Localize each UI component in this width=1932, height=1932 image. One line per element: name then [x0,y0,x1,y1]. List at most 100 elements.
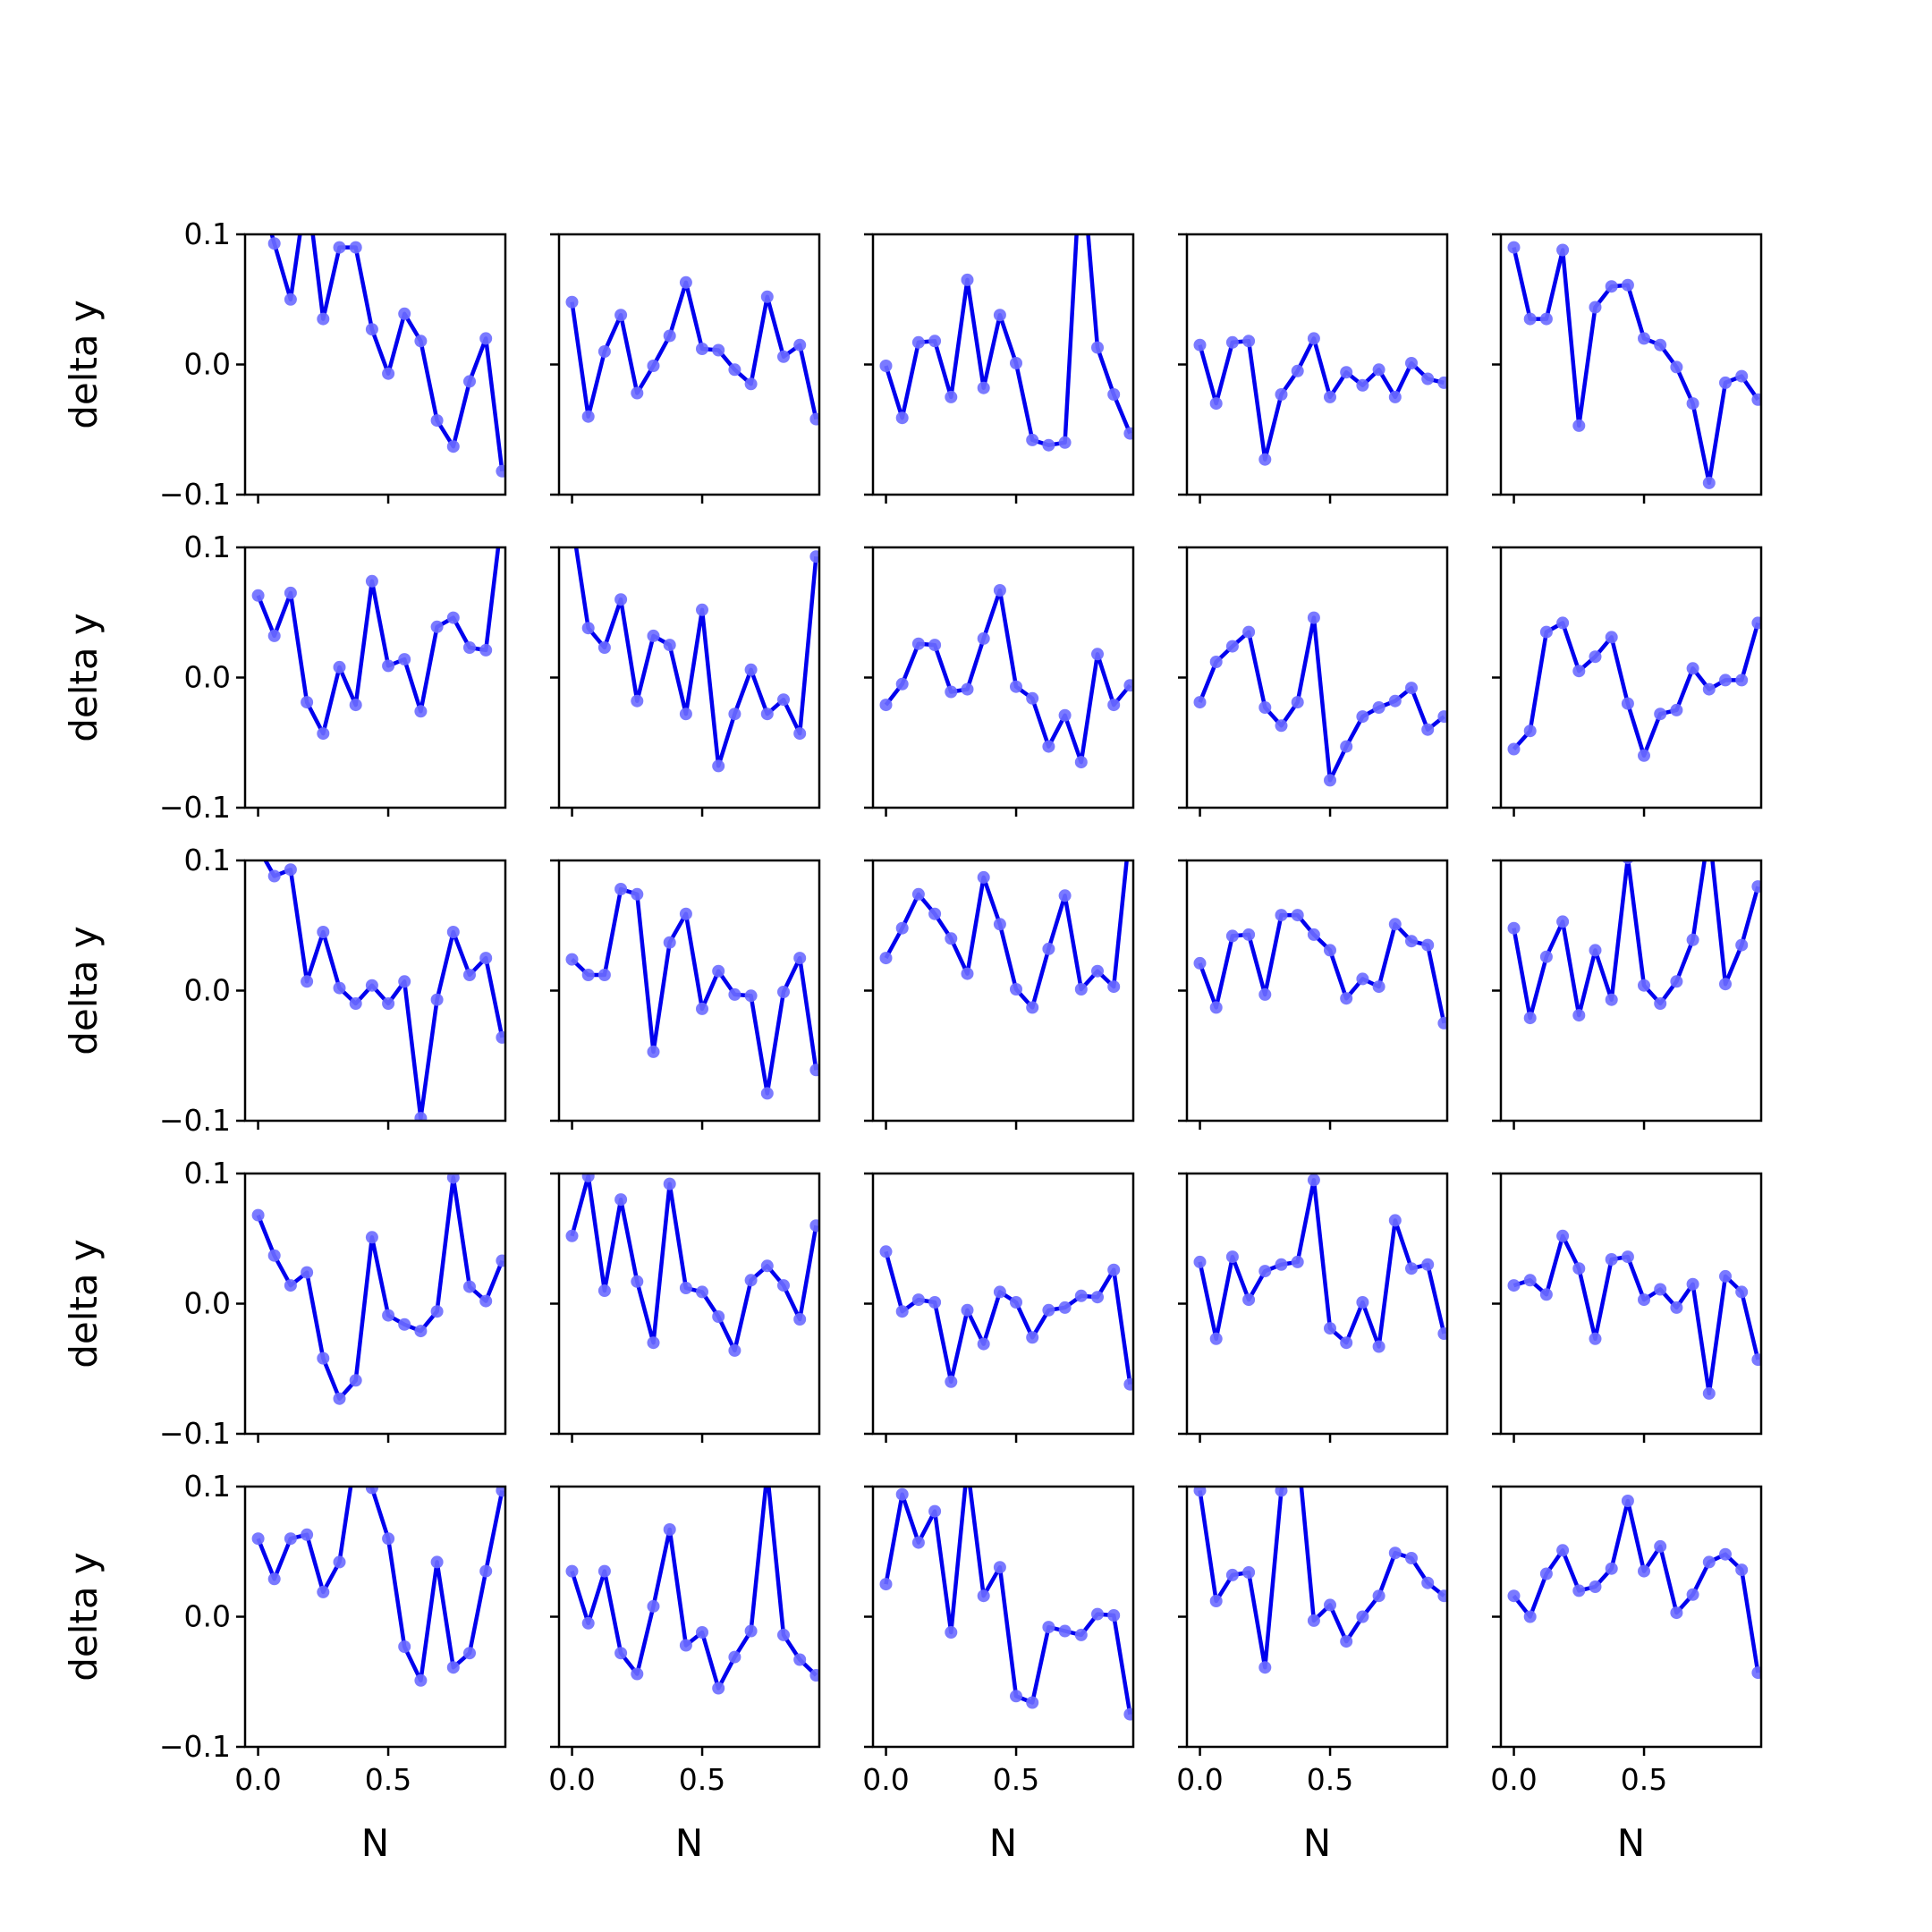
data-point [252,180,265,192]
data-point [1405,682,1418,695]
data-point [1735,938,1749,952]
data-point [809,1669,819,1682]
data-point [1589,944,1602,957]
data-point [679,708,692,721]
data-point [961,273,974,286]
data-point [809,1063,819,1077]
data-point [1751,1353,1761,1367]
data-point [1539,1567,1553,1580]
y-tick-label: 0.0 [184,347,231,382]
data-point [1091,964,1104,978]
data-point [1654,1283,1667,1296]
data-point [1010,1690,1022,1703]
data-point [879,1245,893,1258]
data-point [317,926,330,938]
data-point [777,693,790,707]
data-point [565,295,579,309]
data-point [1042,438,1055,452]
data-point [301,696,314,709]
series-line [1512,860,1760,1021]
data-point [252,842,265,854]
data-point [793,727,807,741]
y-tick-label: −0.1 [159,1103,231,1138]
y-tick-label: −0.1 [159,1729,231,1764]
data-point [365,979,378,992]
data-point [382,997,395,1010]
data-point [251,589,265,602]
data-point [398,653,411,666]
plot-area [565,883,819,1100]
data-point [1523,724,1537,738]
x-tick-label: 0.0 [862,1762,909,1797]
data-point [647,1045,660,1058]
data-point [1507,742,1521,756]
data-point [1589,301,1602,314]
data-point [1026,1696,1039,1709]
data-point [945,1626,958,1639]
series-line [1198,615,1445,783]
subplot-2-5 [1492,546,1763,817]
data-point [911,1536,925,1549]
data-point [1242,625,1256,639]
data-point [728,1650,741,1664]
data-point [1275,909,1288,922]
data-point [1209,397,1223,411]
data-point [1388,390,1402,403]
data-point [317,1352,330,1365]
data-point [446,1661,460,1674]
data-point [446,926,460,938]
data-point [496,464,505,478]
x-tick-label: 0.5 [993,1762,1039,1797]
data-point [631,887,644,901]
x-tick-label: 0.0 [1176,1762,1223,1797]
data-point [760,290,774,303]
data-point [1340,740,1353,753]
subplot-2-1: −0.1 0.0 0.1 delta y [62,530,507,825]
data-point [1702,1555,1716,1569]
data-point [1193,1255,1207,1268]
data-point [911,335,925,349]
data-point [597,1564,611,1578]
series-line [263,860,504,1121]
data-point [284,586,297,599]
data-point [430,620,444,633]
data-point [1123,679,1133,692]
data-point [1225,1568,1239,1581]
axes-frame [557,233,821,496]
data-point [1324,390,1336,403]
data-point [1209,1001,1223,1014]
data-point [1572,665,1586,678]
data-point [1605,1562,1618,1575]
data-point [712,1682,725,1695]
data-point [430,993,444,1006]
data-point [479,952,493,965]
subplot-3-2 [550,859,821,1130]
data-point [1275,1258,1288,1271]
data-point [728,708,741,721]
data-point [1242,928,1256,941]
data-point [1437,1016,1447,1030]
data-point [1437,1589,1447,1603]
data-point [1010,357,1022,369]
data-point [1010,680,1022,693]
data-point [961,967,974,980]
data-point [1572,1009,1586,1022]
data-point [251,1208,265,1222]
data-point [1751,393,1761,406]
axes-frame [557,546,821,809]
data-point [614,1193,628,1207]
data-point [712,1310,725,1323]
data-point [1372,1589,1385,1603]
data-point [267,629,281,642]
data-point [1589,1580,1602,1593]
data-point [1091,341,1104,354]
plot-area [1507,616,1761,762]
data-point [728,1343,741,1357]
data-point [895,1305,909,1318]
data-point [1307,332,1320,345]
data-point [712,759,725,773]
y-tick-label: 0.1 [184,1469,231,1504]
data-point [479,332,493,345]
data-point [414,705,428,718]
y-tick-label: 0.0 [184,1599,231,1634]
